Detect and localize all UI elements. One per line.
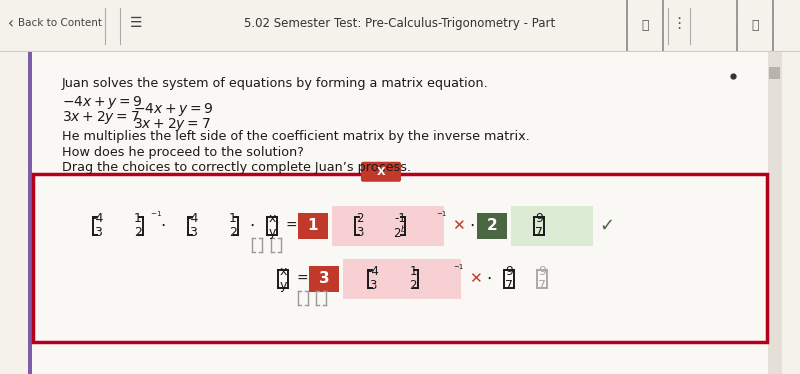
Bar bbox=[477, 213, 507, 239]
Text: -4: -4 bbox=[187, 212, 199, 225]
Text: 1: 1 bbox=[308, 218, 318, 233]
Text: 2: 2 bbox=[410, 279, 417, 292]
Text: x: x bbox=[279, 266, 286, 278]
Text: ✕: ✕ bbox=[469, 272, 482, 286]
Text: y: y bbox=[279, 279, 286, 292]
Text: ⋅: ⋅ bbox=[486, 270, 492, 288]
Text: x: x bbox=[268, 212, 276, 225]
Text: 9: 9 bbox=[538, 266, 546, 278]
Bar bbox=[769, 67, 780, 79]
Text: $3x + 2y = 7$: $3x + 2y = 7$ bbox=[133, 116, 210, 133]
Text: 3: 3 bbox=[356, 226, 364, 239]
Text: 3: 3 bbox=[94, 226, 102, 239]
Bar bbox=[332, 206, 444, 246]
Text: 2: 2 bbox=[229, 226, 237, 239]
Text: 1: 1 bbox=[134, 212, 142, 225]
Text: 2: 2 bbox=[134, 226, 142, 239]
FancyBboxPatch shape bbox=[361, 162, 401, 182]
Text: -1: -1 bbox=[394, 212, 406, 225]
Text: 3: 3 bbox=[318, 272, 330, 286]
Text: ✕: ✕ bbox=[452, 218, 464, 233]
Text: Back to Content: Back to Content bbox=[18, 18, 102, 28]
Text: $-4x + y = 9$: $-4x + y = 9$ bbox=[133, 101, 214, 118]
Text: =: = bbox=[296, 272, 308, 286]
Text: ⋮: ⋮ bbox=[671, 16, 686, 31]
Text: y: y bbox=[268, 226, 276, 239]
Text: ⋅: ⋅ bbox=[160, 217, 166, 235]
Text: 5.02 Semester Test: Pre-Calculus-Trigonometry - Part: 5.02 Semester Test: Pre-Calculus-Trigono… bbox=[244, 17, 556, 30]
Text: $^{-1}$: $^{-1}$ bbox=[150, 211, 162, 221]
Text: Drag the choices to correctly complete Juan’s process.: Drag the choices to correctly complete J… bbox=[62, 161, 411, 174]
Text: -4: -4 bbox=[92, 212, 104, 225]
Text: $2^b$: $2^b$ bbox=[393, 225, 407, 241]
Text: =: = bbox=[285, 219, 297, 233]
Text: Juan solves the system of equations by forming a matrix equation.: Juan solves the system of equations by f… bbox=[62, 77, 489, 90]
Text: $^{-1}$: $^{-1}$ bbox=[453, 264, 465, 274]
Bar bbox=[298, 213, 328, 239]
Text: 3: 3 bbox=[370, 279, 377, 292]
Bar bbox=[343, 259, 461, 299]
Text: ⋅: ⋅ bbox=[250, 217, 254, 235]
Text: 7: 7 bbox=[505, 279, 513, 292]
Bar bbox=[28, 52, 32, 374]
Text: -4: -4 bbox=[367, 266, 379, 278]
Text: How does he proceed to the solution?: How does he proceed to the solution? bbox=[62, 146, 304, 159]
Text: 〉: 〉 bbox=[751, 19, 758, 32]
Bar bbox=[511, 206, 593, 246]
Text: $-4x + y = 9$: $-4x + y = 9$ bbox=[62, 94, 143, 111]
Text: ⋅: ⋅ bbox=[470, 217, 474, 235]
Text: 9: 9 bbox=[505, 266, 513, 278]
Bar bbox=[309, 266, 339, 292]
Text: 7: 7 bbox=[538, 279, 546, 292]
Text: 3: 3 bbox=[189, 226, 197, 239]
Text: 7: 7 bbox=[535, 226, 543, 239]
Text: 1: 1 bbox=[229, 212, 237, 225]
Bar bbox=[768, 52, 782, 374]
Bar bbox=[33, 174, 767, 342]
Text: $3x + 2y = 7$: $3x + 2y = 7$ bbox=[62, 109, 140, 126]
Text: 2: 2 bbox=[356, 212, 364, 225]
Text: 〈: 〈 bbox=[642, 19, 649, 32]
Text: He multiplies the left side of the coefficient matrix by the inverse matrix.: He multiplies the left side of the coeff… bbox=[62, 130, 530, 143]
Text: 1: 1 bbox=[410, 266, 417, 278]
Text: $^{-1}$: $^{-1}$ bbox=[436, 211, 447, 221]
Text: ☰: ☰ bbox=[130, 16, 142, 30]
Text: 9: 9 bbox=[535, 212, 543, 225]
Text: 2: 2 bbox=[486, 218, 498, 233]
Text: ‹: ‹ bbox=[8, 16, 14, 31]
Text: X: X bbox=[377, 167, 386, 177]
Text: ✓: ✓ bbox=[599, 217, 614, 235]
